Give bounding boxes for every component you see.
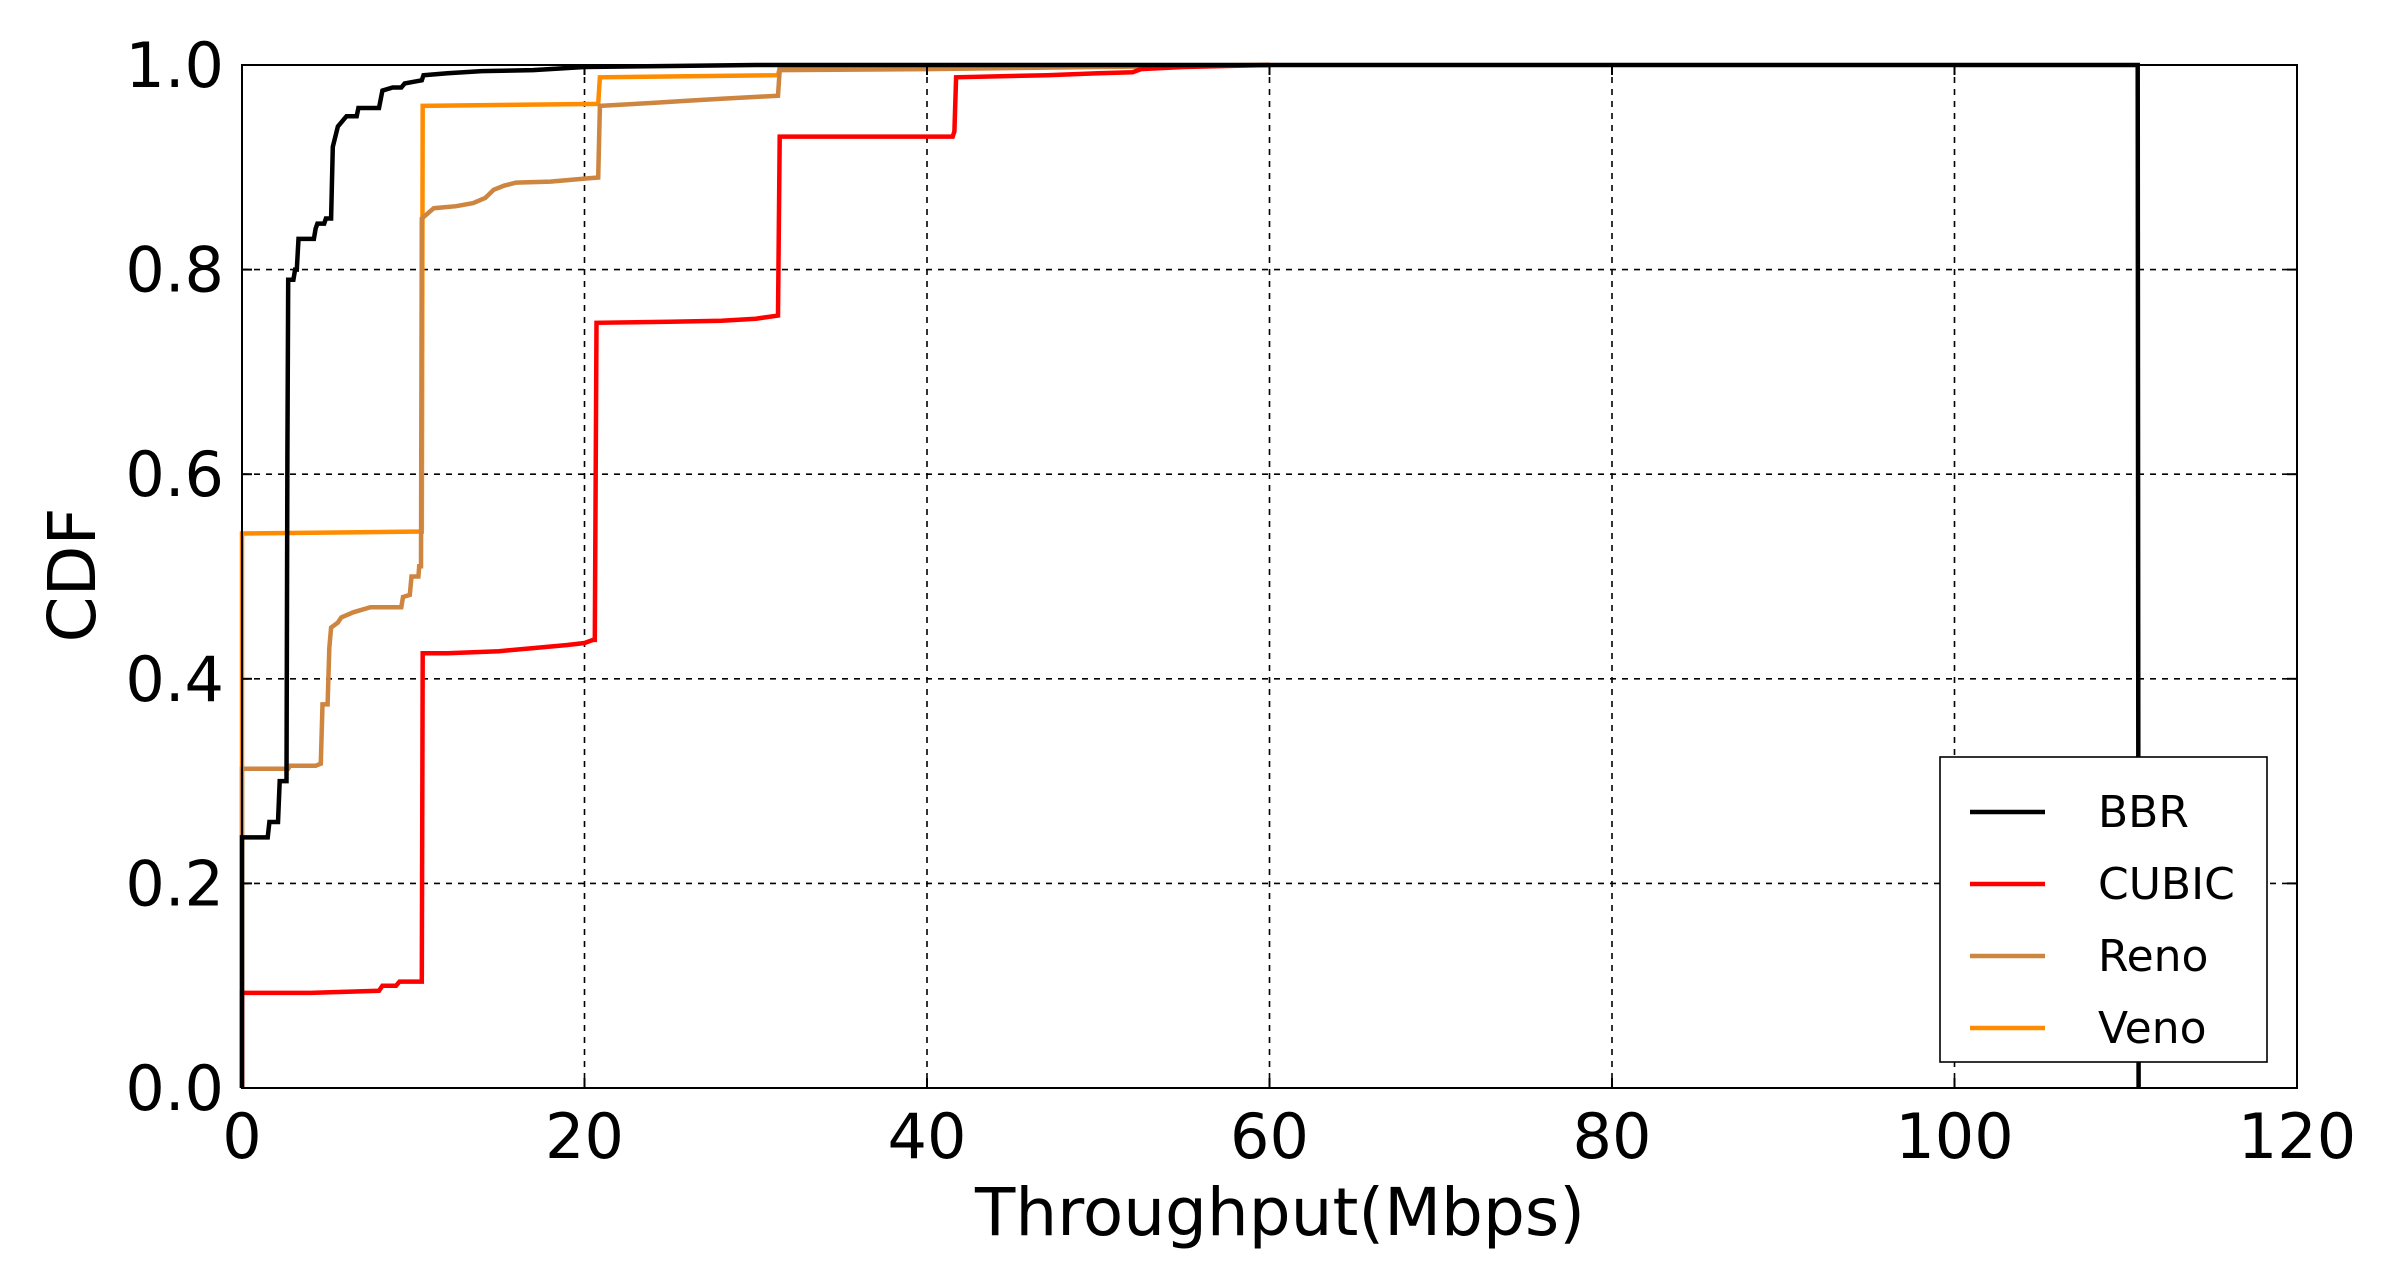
legend-label-cubic: CUBIC <box>2098 859 2235 910</box>
x-tick-label: 120 <box>2238 1100 2356 1173</box>
series-line-bbr <box>239 62 2141 1089</box>
x-tick-label: 60 <box>1230 1100 1309 1173</box>
y-axis-label: CDF <box>34 508 111 643</box>
series-lines <box>239 62 2141 1089</box>
y-tick-label: 0.0 <box>125 1052 224 1125</box>
legend-label-veno: Veno <box>2098 1003 2207 1054</box>
y-tick-label: 0.6 <box>125 438 224 511</box>
y-tick-label: 0.4 <box>125 643 224 716</box>
x-tick-label: 40 <box>888 1100 967 1173</box>
series-line-cubic <box>239 62 1270 1088</box>
x-tick-label: 0 <box>222 1100 261 1173</box>
series-line-reno <box>239 62 1270 1088</box>
x-tick-label: 100 <box>1895 1100 2013 1173</box>
y-tick-label: 1.0 <box>125 29 224 102</box>
y-tick-label: 0.8 <box>125 234 224 307</box>
series-line-veno <box>239 62 1270 1088</box>
legend: BBR CUBIC Reno Veno <box>1939 756 2268 1063</box>
x-tick-label: 80 <box>1573 1100 1652 1173</box>
tick-labels: 0 20 40 60 80 100 120 0.0 0.2 0.4 0.6 0.8 1.0 <box>125 29 2356 1173</box>
legend-box <box>1939 756 2268 1063</box>
legend-label-bbr: BBR <box>2098 787 2189 838</box>
y-tick-label: 0.2 <box>125 847 224 920</box>
x-axis-label: Throughput(Mbps) <box>974 1174 1585 1251</box>
x-tick-label: 20 <box>545 1100 624 1173</box>
legend-label-reno: Reno <box>2098 931 2208 982</box>
